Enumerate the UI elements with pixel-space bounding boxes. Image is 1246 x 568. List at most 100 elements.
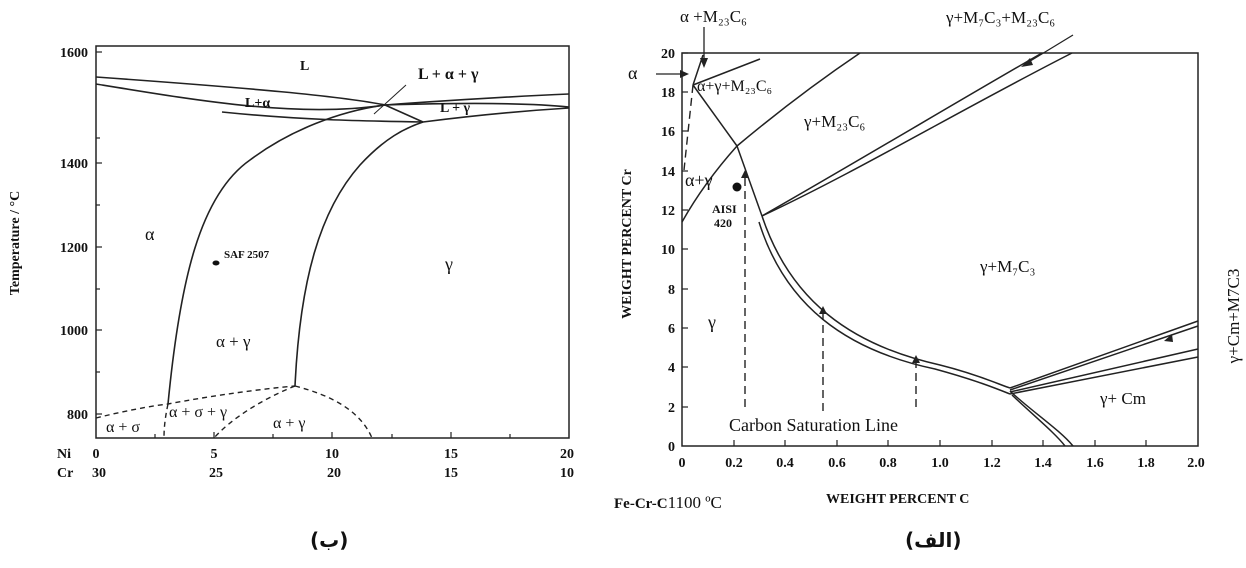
region-alpha-m23-label: α +M₂₃C₆ — [680, 7, 747, 26]
alpha-dashed-boundary — [683, 84, 694, 171]
right-y-tick-label: 2 — [668, 401, 675, 416]
alpha-boundary — [692, 84, 738, 147]
cr-tick-label: 25 — [209, 466, 223, 481]
left-phase-boundaries — [95, 76, 570, 405]
sigma-upper-line — [95, 385, 296, 419]
liquidus-line — [95, 76, 570, 106]
right-x-tick-marks — [733, 440, 1147, 446]
left-y-tick-label: 1000 — [60, 324, 88, 339]
left-y-tick-labels: 1600 1400 1200 1000 800 — [60, 46, 88, 423]
cm-lower-line-2 — [1009, 356, 1199, 395]
region-alpha-sigma-label: α + σ — [106, 419, 140, 436]
ni-tick-label: 20 — [560, 447, 574, 462]
left-y-tick-label: 1600 — [60, 46, 88, 61]
carbon-saturation-label: Carbon Saturation Line — [729, 415, 898, 435]
region-gamma-m23-label: γ+M₂₃C₆ — [803, 112, 865, 131]
left-x-tick-marks — [154, 432, 511, 438]
left-y-tick-label: 1400 — [60, 157, 88, 172]
fe-cr-c-system-label: Fe-Cr-C1100 ºC — [614, 493, 722, 513]
right-x-axis-title: WEIGHT PERCENT C — [826, 492, 969, 507]
right-y-tick-label: 8 — [668, 283, 675, 298]
right-y-tick-label: 14 — [661, 165, 675, 180]
ni-tick-label: 0 — [93, 447, 100, 462]
region-alpha-gamma-label: α+γ — [685, 170, 713, 190]
liquidus-gamma-line — [384, 102, 570, 108]
saf2507-label: SAF 2507 — [224, 249, 270, 261]
cr-tick-label: 30 — [92, 466, 106, 481]
right-x-tick-label: 0.2 — [725, 456, 743, 471]
alpha-gamma-boundary — [681, 145, 738, 223]
left-region-labels: L L+α L + α + γ L + γ α γ α + γ α + σ + … — [106, 59, 479, 436]
m7-upper-boundary — [761, 52, 1043, 217]
region-alpha-sigma-gamma-label: α + σ + γ — [169, 404, 227, 421]
cm-lower-line-1 — [1009, 348, 1199, 393]
region-alpha-label: α — [628, 63, 638, 83]
three-phase-line — [384, 104, 424, 123]
m7-lower-boundary — [761, 52, 1073, 217]
ni-tick-label: 15 — [444, 447, 458, 462]
saf2507-point — [212, 260, 220, 266]
right-x-tick-label: 1.0 — [931, 456, 949, 471]
region-gamma-label: γ — [444, 254, 453, 274]
right-y-tick-label: 4 — [668, 361, 675, 376]
left-y-tick-label: 800 — [67, 408, 88, 423]
right-y-tick-label: 6 — [668, 322, 675, 337]
leader-line — [373, 84, 407, 115]
region-l-gamma-label: L + γ — [440, 101, 471, 116]
left-plot-frame — [95, 45, 570, 439]
right-diagram: 20 18 16 14 12 10 8 6 4 2 0 0 0.2 0.4 0.… — [628, 7, 1205, 507]
graphite-line-2 — [1011, 394, 1066, 447]
ni-axis-label: Ni — [57, 447, 71, 462]
region-gamma-label: γ — [707, 312, 716, 332]
gamma-m23-boundary — [736, 52, 861, 147]
system-name-label: Fe-Cr-C — [614, 496, 668, 512]
right-x-tick-labels: 0 0.2 0.4 0.6 0.8 1.0 1.2 1.4 1.6 1.8 2.… — [679, 456, 1205, 471]
left-x-tick-labels: Ni Cr 0 5 10 15 20 30 25 20 15 10 — [57, 447, 574, 481]
saturation-line-outer — [761, 215, 1011, 389]
temperature-label: 1100 ºC — [667, 493, 722, 512]
region-alpha-label: α — [145, 224, 155, 244]
cm-upper-line-2 — [1009, 325, 1199, 391]
right-x-tick-label: 2.0 — [1187, 456, 1205, 471]
region-gamma-cm-label: γ+ Cm — [1099, 389, 1146, 408]
right-y-tick-label: 18 — [661, 86, 675, 101]
cr-axis-label: Cr — [57, 466, 73, 481]
right-region-labels: α +M₂₃C₆ γ+M₇C₃+M₂₃C₆ α α+γ+M₂₃C₆ γ+M₂₃C… — [628, 7, 1146, 435]
gamma-eutectic-boundary — [736, 145, 763, 217]
region-gamma-m7-label: γ+M₇C₃ — [979, 257, 1035, 276]
sigma-mid-line — [213, 385, 296, 439]
right-x-tick-label: 0.4 — [776, 456, 794, 471]
alpha-solvus-line — [167, 104, 386, 405]
cr-tick-label: 15 — [444, 466, 458, 481]
right-phase-boundaries — [681, 52, 1199, 447]
right-y-tick-label: 16 — [661, 125, 675, 140]
right-y-tick-label: 0 — [668, 440, 675, 455]
gamma-solvus-line — [294, 121, 424, 387]
saturation-line-inner — [758, 221, 1011, 395]
region-gamma-m7-m23-label: γ+M₇C₃+M₂₃C₆ — [945, 8, 1055, 27]
right-y-tick-marks — [682, 52, 688, 408]
right-x-tick-label: 1.6 — [1086, 456, 1104, 471]
aisi-number-label: 420 — [714, 216, 732, 230]
right-x-tick-label: 1.4 — [1034, 456, 1052, 471]
cr-tick-label: 20 — [327, 466, 341, 481]
right-arrow-heads — [741, 170, 1173, 363]
right-callout-arrowheads — [680, 58, 1033, 78]
right-x-tick-label: 1.8 — [1137, 456, 1155, 471]
region-l-alpha-gamma-label: L + α + γ — [418, 66, 479, 83]
aisi420-point — [732, 182, 742, 192]
right-x-tick-label: 0.6 — [828, 456, 846, 471]
right-y-tick-label: 20 — [661, 47, 675, 62]
left-y-tick-label: 1200 — [60, 241, 88, 256]
right-caption: (الف) — [905, 528, 962, 552]
right-x-tick-label: 1.2 — [983, 456, 1001, 471]
region-gamma-cm-m7-label: γ+Cm+M7C3 — [1224, 268, 1243, 364]
left-y-tick-marks — [96, 51, 102, 415]
right-callout-arrows — [656, 27, 1074, 75]
right-x-tick-label: 0 — [679, 456, 686, 471]
right-y-tick-label: 10 — [661, 243, 675, 258]
sigma-left-line — [163, 403, 169, 439]
region-l-alpha-label: L+α — [245, 96, 270, 111]
region-l-label: L — [300, 59, 309, 74]
cm-upper-line-1 — [1009, 320, 1199, 389]
